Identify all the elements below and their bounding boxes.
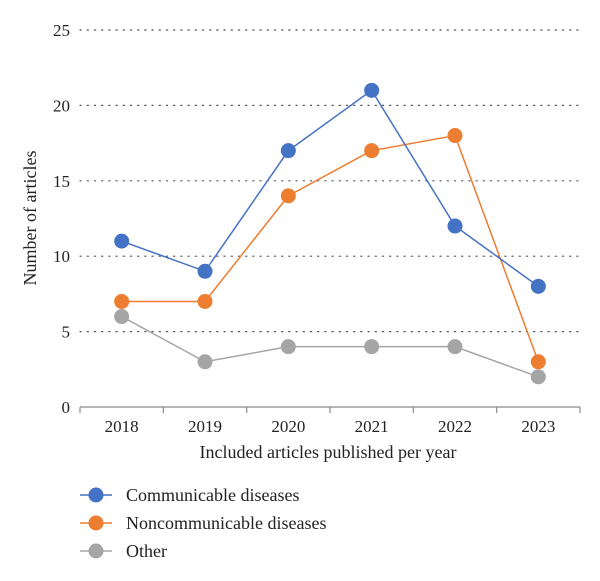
x-tick-label: 2021 [355, 417, 389, 436]
data-point [280, 339, 296, 355]
y-tick-label: 0 [62, 398, 71, 417]
x-tick-label: 2020 [271, 417, 305, 436]
series-noncommunicable-diseases [114, 128, 546, 370]
x-tick-label: 2023 [521, 417, 555, 436]
legend-label: Communicable diseases [126, 485, 299, 505]
gridlines [79, 29, 581, 333]
legend-marker [88, 487, 104, 503]
y-tick-label: 15 [53, 172, 70, 191]
data-point [280, 188, 296, 204]
data-point [447, 128, 463, 144]
axes: 0 5 10 15 20 25 2018 2019 2020 2021 2022 2023 [53, 21, 581, 436]
legend-marker [88, 515, 104, 531]
data-point [364, 82, 380, 98]
x-tick-label: 2018 [105, 417, 139, 436]
legend-item: Other [80, 541, 167, 561]
data-point [114, 293, 130, 309]
series-other [114, 309, 546, 385]
series-line [121, 134, 540, 363]
data-point [114, 309, 130, 325]
x-tick-label: 2019 [188, 417, 222, 436]
series-communicable-diseases [114, 82, 546, 294]
x-axis-label: Included articles published per year [200, 442, 457, 462]
data-point [280, 143, 296, 159]
y-axis-label: Number of articles [20, 151, 40, 286]
y-tick-label: 20 [53, 96, 70, 115]
y-tick-label: 25 [53, 21, 70, 40]
data-point [197, 263, 213, 279]
data-point [114, 233, 130, 249]
legend-label: Other [126, 541, 167, 561]
data-point [530, 369, 546, 385]
x-tick-label: 2022 [438, 417, 472, 436]
legend-marker [88, 543, 104, 559]
y-tick-label: 5 [62, 323, 71, 342]
data-point [530, 278, 546, 294]
data-point [530, 354, 546, 370]
series-line [121, 315, 539, 378]
legend-item: Communicable diseases [80, 485, 299, 505]
data-point [364, 339, 380, 355]
legend: Communicable diseases Noncommunicable dis… [80, 485, 326, 561]
data-point [447, 218, 463, 234]
legend-label: Noncommunicable diseases [126, 513, 326, 533]
legend-item: Noncommunicable diseases [80, 513, 326, 533]
y-tick-label: 10 [53, 247, 70, 266]
data-point [364, 143, 380, 159]
data-point [197, 354, 213, 370]
series-lines [114, 82, 546, 385]
data-point [197, 293, 213, 309]
data-point [447, 339, 463, 355]
series-line [121, 89, 539, 287]
